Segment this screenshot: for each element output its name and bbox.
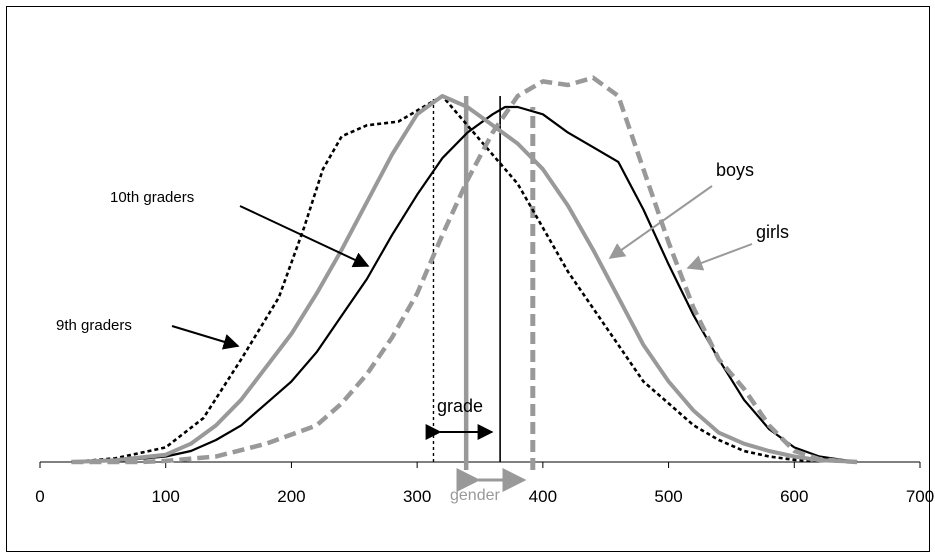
annotation-9th-graders-arrow — [171, 325, 240, 350]
series-line-girls — [71, 75, 858, 465]
series-line-10th-graders — [71, 105, 858, 464]
x-tick-label: 500 — [654, 487, 682, 506]
x-tick-label: 700 — [906, 487, 934, 506]
annotation-gender: gender — [450, 487, 500, 504]
annotation-boys-arrow — [608, 185, 713, 259]
x-tick-label: 200 — [277, 487, 305, 506]
x-tick-label: 300 — [403, 487, 431, 506]
annotation-10th-graders-arrow — [239, 205, 370, 268]
annotation-girls-arrow — [686, 243, 753, 271]
annotation-10th-graders: 10th graders — [110, 189, 194, 206]
x-tick-label: 0 — [35, 487, 44, 506]
series-line-boys — [71, 94, 858, 464]
x-tick-label: 400 — [529, 487, 557, 506]
annotation-grade: grade — [437, 396, 483, 416]
series-line-9th-graders — [71, 94, 858, 464]
x-axis: 0 100 200 300 400 500 600 700 — [35, 461, 934, 506]
x-tick-label: 600 — [780, 487, 808, 506]
annotation-girls: girls — [756, 222, 789, 242]
reference-lines — [432, 96, 536, 470]
x-tick-label: 100 — [152, 487, 180, 506]
series-lines — [71, 75, 858, 465]
annotation-boys: boys — [716, 160, 754, 180]
annotation-9th-graders: 9th graders — [56, 317, 132, 334]
